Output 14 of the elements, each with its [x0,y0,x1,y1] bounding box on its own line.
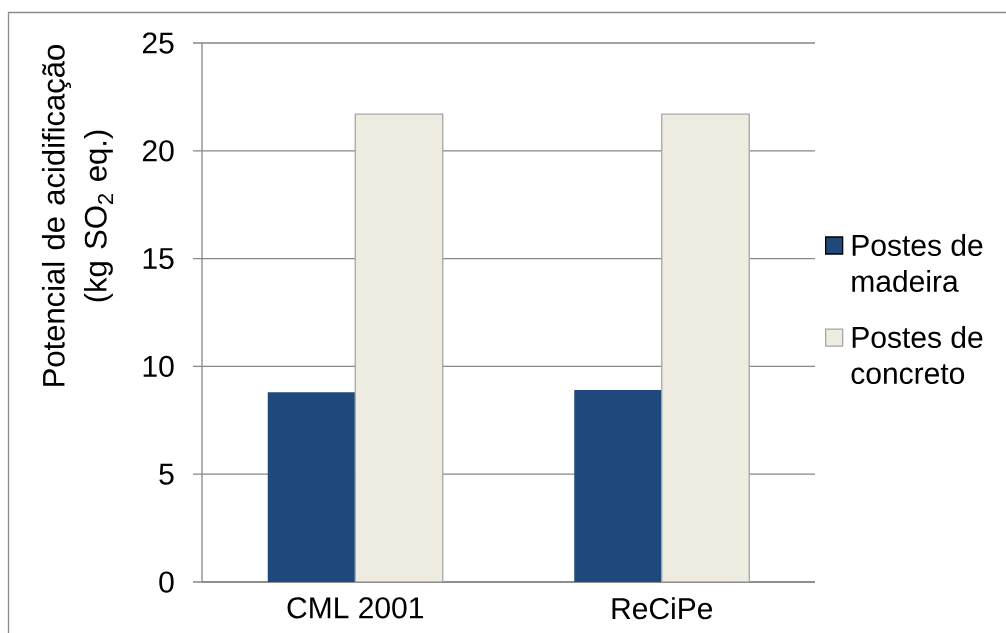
y-tick-label: 0 [159,571,174,593]
bar [354,113,444,583]
legend-label: Postes de concreto [851,326,983,385]
legend-label: Postes de madeira [852,233,983,293]
x-tick-label: ReCiPe [612,597,713,620]
bar [661,113,750,583]
x-tick-label: CML 2001 [287,597,423,619]
bar [267,392,356,583]
y-tick-label: 10 [143,355,174,378]
y-tick-label: 25 [142,32,174,54]
bar [574,390,662,583]
y-tick-label: 15 [143,248,174,270]
y-tick-label: 5 [159,463,174,485]
y-tick-label: 20 [142,140,174,162]
